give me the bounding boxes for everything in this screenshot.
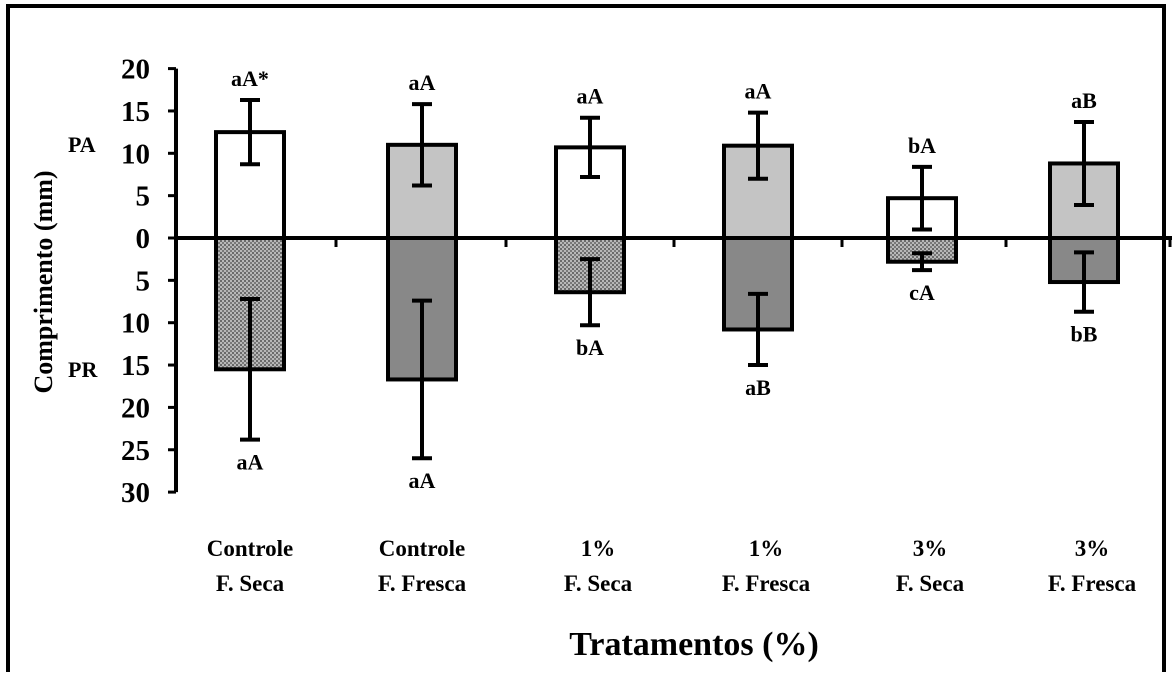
y-tick-label: 10 — [121, 138, 150, 170]
data-label-pa: aB — [1071, 88, 1097, 113]
category-label-line1: Controle — [207, 536, 293, 561]
data-label-pr: bB — [1071, 322, 1098, 347]
data-label-pr: cA — [909, 280, 935, 305]
y-tick-label: 5 — [136, 181, 151, 213]
y-tick-label: 20 — [121, 392, 150, 424]
data-label-pa: aA* — [231, 66, 269, 91]
y-tick-label: 20 — [121, 54, 150, 86]
category-label-line2: F. Seca — [564, 571, 633, 596]
data-label-pr: aA — [237, 450, 264, 475]
y-tick-label: 5 — [136, 265, 151, 297]
category-label-line1: 1% — [581, 536, 616, 561]
category-label-line1: 1% — [749, 536, 784, 561]
y-tick-label: 10 — [121, 308, 150, 340]
category-label-line2: F. Fresca — [722, 571, 811, 596]
y-axis-label: Comprimento (mm) — [29, 170, 58, 393]
data-label-pa: aA — [409, 70, 436, 95]
y-tick-label: 30 — [121, 477, 150, 509]
category-label-line2: F. Fresca — [378, 571, 467, 596]
y-tick-label: 15 — [121, 96, 150, 128]
y-tick-label: 0 — [136, 223, 151, 255]
category-label-line2: F. Seca — [896, 571, 965, 596]
data-label-pa: aA — [577, 84, 604, 109]
category-label-line2: F. Seca — [216, 571, 285, 596]
data-label-pr: aB — [745, 375, 771, 400]
category-label-line1: Controle — [379, 536, 465, 561]
data-label-pa: bA — [908, 133, 936, 158]
y-tick-label: 25 — [121, 435, 150, 467]
data-label-pr: aA — [409, 468, 436, 493]
pr-section-label: PR — [68, 357, 98, 382]
data-label-pr: bA — [576, 335, 604, 360]
category-label-line1: 3% — [1075, 536, 1110, 561]
category-label-line1: 3% — [913, 536, 948, 561]
data-label-pa: aA — [745, 79, 772, 104]
category-label-line2: F. Fresca — [1048, 571, 1137, 596]
pa-section-label: PA — [68, 132, 96, 157]
x-axis-label: Tratamentos (%) — [569, 626, 819, 663]
y-tick-label: 15 — [121, 350, 150, 382]
